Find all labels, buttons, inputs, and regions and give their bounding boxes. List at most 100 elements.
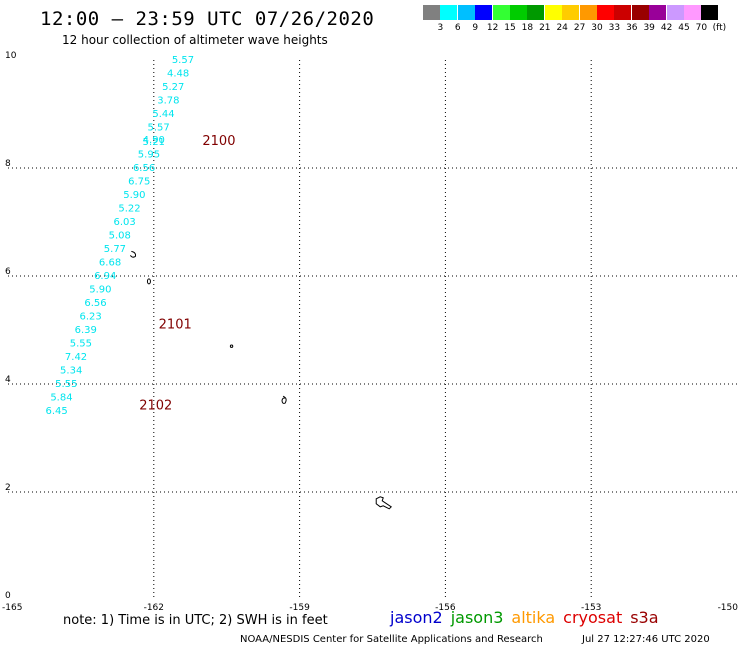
time-label: 2102 <box>139 399 172 414</box>
colorbar-tick-label: 3 <box>437 23 444 33</box>
colorbar-swatch <box>666 5 684 20</box>
footer-organization: NOAA/NESDIS Center for Satellite Applica… <box>240 634 543 645</box>
colorbar-swatch <box>701 5 719 20</box>
colorbar-swatch <box>510 5 527 20</box>
latitude-tick-label: 8 <box>5 159 11 169</box>
wave-height-label: 6.45 <box>45 406 67 417</box>
map-note: note: 1) Time is in UTC; 2) SWH is in fe… <box>63 613 328 628</box>
map-subtitle: 12 hour collection of altimeter wave hei… <box>62 33 328 47</box>
colorbar-unit: (ft) <box>712 23 727 33</box>
wave-height-label: 5.27 <box>162 82 184 93</box>
colorbar-swatch <box>544 5 562 20</box>
longitude-ticks: -165 -162 -159 -156 -153 -150 <box>2 603 738 613</box>
wave-height-label: 6.94 <box>94 271 116 282</box>
colorbar-swatch <box>492 5 510 20</box>
colorbar-swatch <box>440 5 458 20</box>
wave-height-label: 5.44 <box>152 109 174 120</box>
colorbar-tick-label: 9 <box>472 23 479 33</box>
colorbar-tick-label: 30 <box>591 23 603 33</box>
wave-height-label: 5.57 <box>172 55 194 66</box>
satellite-legend-cryosat: cryosat <box>563 608 623 627</box>
wave-height-label: 6.39 <box>75 325 97 336</box>
colorbar-swatch <box>684 5 701 20</box>
wave-height-label: 5.90 <box>123 190 145 201</box>
colorbar-tick-label: 42 <box>660 23 673 33</box>
latitude-ticks: 0 2 4 6 8 10 <box>5 51 17 601</box>
island-outline <box>229 344 234 348</box>
wave-height-label: 5.21 <box>143 137 165 148</box>
satellite-legend: jason2 jason3 altika cryosat s3a <box>390 608 667 627</box>
map-grid <box>8 60 737 600</box>
longitude-tick-label: -159 <box>289 603 310 613</box>
wave-height-label: 5.95 <box>138 150 160 161</box>
latitude-tick-label: 6 <box>5 267 11 277</box>
wave-height-label: 5.34 <box>60 366 82 377</box>
latitude-tick-label: 10 <box>5 51 17 61</box>
colorbar-tick-label: 24 <box>556 23 568 33</box>
colorbar-tick-label: 39 <box>643 23 655 33</box>
footer-timestamp: Jul 27 12:27:46 UTC 2020 <box>582 634 710 645</box>
colorbar-swatch <box>562 5 580 20</box>
colorbar-tick-label: 18 <box>521 23 534 33</box>
satellite-legend-altika: altika <box>511 608 556 627</box>
colorbar-tick-label: 27 <box>573 23 586 33</box>
wave-height-label: 4.48 <box>167 69 189 80</box>
colorbar-swatch <box>457 5 475 20</box>
longitude-tick-label: -165 <box>2 603 22 613</box>
colorbar-swatch <box>597 5 614 20</box>
wave-height-label: 6.56 <box>133 163 155 174</box>
wave-height-label: 4.90 <box>143 135 165 146</box>
altimeter-track: 5.574.485.273.785.445.574.905.215.956.56… <box>45 55 194 417</box>
latitude-tick-label: 2 <box>5 483 11 493</box>
satellite-legend-jason3: jason3 <box>450 608 504 627</box>
wave-height-label: 6.03 <box>114 217 136 228</box>
longitude-tick-label: -153 <box>581 603 601 613</box>
colorbar-tick-label: 33 <box>608 23 621 33</box>
satellite-legend-s3a: s3a <box>630 608 659 627</box>
wave-height-label: 5.84 <box>50 393 72 404</box>
colorbar-swatch <box>579 5 597 20</box>
wave-height-label: 5.55 <box>70 339 92 350</box>
time-label: 2100 <box>202 134 235 149</box>
colorbar-swatch <box>423 5 440 20</box>
map-title: 12:00 – 23:59 UTC 07/26/2020 <box>40 8 375 30</box>
longitude-tick-label: -150 <box>718 603 739 613</box>
colorbar-swatch <box>631 5 649 20</box>
wave-height-label: 7.42 <box>65 352 87 363</box>
latitude-tick-label: 4 <box>5 375 11 385</box>
wave-height-label: 5.08 <box>109 231 131 242</box>
island-outline <box>375 496 393 510</box>
island-outline <box>129 250 137 258</box>
wave-height-label: 6.68 <box>99 258 121 269</box>
colorbar-tick-label: 70 <box>695 23 708 33</box>
satellite-legend-jason2: jason2 <box>390 608 443 627</box>
latitude-tick-label: 0 <box>5 591 11 601</box>
island-outlines <box>129 250 393 510</box>
wave-height-label: 5.55 <box>55 379 77 390</box>
wave-height-label: 5.57 <box>148 123 170 134</box>
colorbar-tick-label: 45 <box>678 23 690 33</box>
colorbar-swatch <box>527 5 545 20</box>
time-label: 2101 <box>159 318 192 333</box>
colorbar-tick-label: 6 <box>454 23 461 33</box>
colorbar-tick-label: 21 <box>539 23 551 33</box>
colorbar-tick-label: 36 <box>626 23 638 33</box>
time-labels: 2100 2101 2102 <box>139 134 235 414</box>
wave-height-label: 6.75 <box>128 177 150 188</box>
wave-height-label: 5.77 <box>104 244 126 255</box>
longitude-tick-label: -156 <box>435 603 456 613</box>
colorbar-swatch <box>475 5 493 20</box>
wave-height-label: 5.90 <box>89 285 111 296</box>
colorbar-tick-label: 12 <box>486 23 499 33</box>
wave-height-label: 6.23 <box>79 312 101 323</box>
longitude-tick-label: -162 <box>144 603 164 613</box>
wave-height-label: 3.78 <box>157 96 179 107</box>
wave-height-label: 5.22 <box>118 204 140 215</box>
wave-height-label: 6.56 <box>84 298 106 309</box>
colorbar-swatch <box>649 5 667 20</box>
colorbar-tick-label: 15 <box>504 23 516 33</box>
colorbar-swatch <box>614 5 632 20</box>
island-outline <box>146 278 151 285</box>
island-outline <box>281 395 287 404</box>
